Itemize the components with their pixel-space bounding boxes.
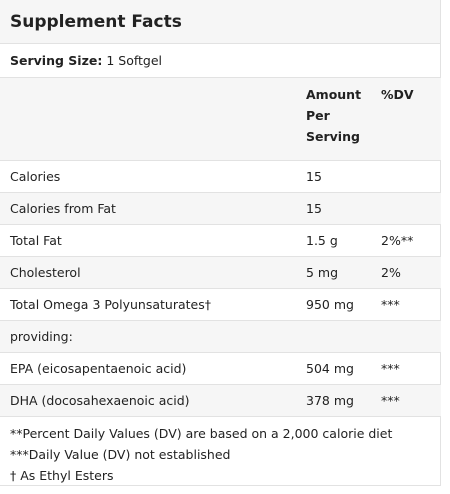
serving-size-value: 1 Softgel [106,53,163,68]
title-row: Supplement Facts [0,0,440,44]
nutrient-amount: 1.5 g [306,224,371,257]
header-amount: Amount Per Serving [306,78,371,161]
nutrient-dv: 2%** [371,224,441,257]
serving-size-row: Serving Size: 1 Softgel [0,44,440,78]
supplement-facts-panel: Supplement Facts Serving Size: 1 Softgel… [0,0,441,486]
nutrient-name: providing: [0,320,306,353]
serving-size-label: Serving Size: [10,53,103,68]
nutrient-amount: 15 [306,160,371,193]
nutrient-amount: 5 mg [306,256,371,289]
table-row: Calories from Fat 15 [0,192,441,225]
table-row: providing: [0,320,441,353]
table-row: Calories 15 [0,160,441,193]
nutrient-dv [371,192,441,225]
nutrient-dv: *** [371,352,441,385]
table-header-row: Amount Per Serving %DV [0,78,441,161]
table-row: Cholesterol 5 mg 2% [0,256,441,289]
nutrient-name: Total Fat [0,224,306,257]
nutrient-name: Total Omega 3 Polyunsaturates† [0,288,306,321]
nutrient-dv: *** [371,288,441,321]
nutrient-amount: 15 [306,192,371,225]
footnote-ethyl-esters: † As Ethyl Esters [10,468,114,483]
nutrient-dv [371,160,441,193]
table-row: DHA (docosahexaenoic acid) 378 mg *** [0,384,441,417]
nutrient-amount: 504 mg [306,352,371,385]
footnotes: **Percent Daily Values (DV) are based on… [0,417,440,486]
nutrient-name: EPA (eicosapentaenoic acid) [0,352,306,385]
table-row: Total Fat 1.5 g 2%** [0,224,441,257]
nutrient-dv [371,320,441,353]
table-row: EPA (eicosapentaenoic acid) 504 mg *** [0,352,441,385]
nutrient-name: Cholesterol [0,256,306,289]
nutrient-name: DHA (docosahexaenoic acid) [0,384,306,417]
panel-title: Supplement Facts [10,11,182,32]
nutrient-name: Calories from Fat [0,192,306,225]
footnote-dv-basis: **Percent Daily Values (DV) are based on… [10,426,393,441]
nutrient-name: Calories [0,160,306,193]
facts-table: Amount Per Serving %DV Calories 15 Calor… [0,78,441,417]
nutrient-amount [306,320,371,353]
table-row: Total Omega 3 Polyunsaturates† 950 mg **… [0,288,441,321]
header-name-cell [0,78,306,161]
nutrient-dv: 2% [371,256,441,289]
nutrient-amount: 950 mg [306,288,371,321]
nutrient-amount: 378 mg [306,384,371,417]
footnote-dv-not-established: ***Daily Value (DV) not established [10,447,231,462]
nutrient-dv: *** [371,384,441,417]
header-dv: %DV [371,78,441,161]
